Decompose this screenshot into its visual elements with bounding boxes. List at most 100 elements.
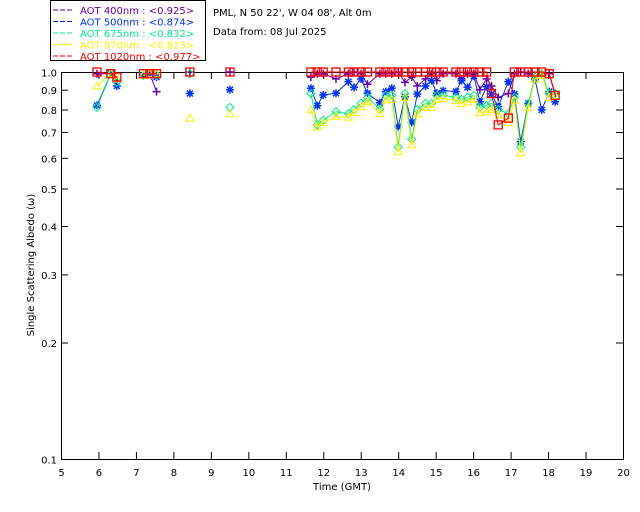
asterisk-marker — [394, 122, 403, 131]
square-marker — [306, 67, 316, 77]
square-marker — [225, 67, 235, 77]
square-marker — [451, 67, 461, 77]
square-marker — [456, 67, 467, 77]
triangle-marker — [486, 104, 497, 114]
triangle-marker — [185, 113, 195, 122]
triangle-marker — [374, 108, 385, 117]
square-marker — [523, 67, 533, 77]
square-marker — [151, 69, 162, 79]
asterisk-marker — [551, 97, 560, 106]
plus-marker — [407, 73, 416, 82]
triangle-marker — [349, 107, 359, 117]
asterisk-marker — [510, 90, 519, 99]
triangle-marker — [515, 147, 526, 157]
asterisk-marker — [306, 84, 315, 93]
x-tick-label: 12 — [317, 468, 330, 479]
x-tick-label: 10 — [242, 468, 255, 479]
y-tick-label: 0.2 — [41, 339, 57, 350]
diamond-marker — [481, 100, 492, 111]
triangle-marker — [509, 95, 520, 104]
square-marker — [375, 67, 385, 77]
asterisk-marker — [421, 82, 430, 91]
title-line-2: Data from: 08 Jul 2025 — [213, 27, 326, 38]
series-1 — [92, 69, 560, 146]
square-marker — [381, 67, 391, 77]
square-marker — [462, 67, 473, 77]
x-tick-label: 14 — [392, 468, 405, 479]
y-tick-label: 0.6 — [41, 154, 57, 165]
diamond-marker — [356, 98, 366, 109]
asterisk-marker — [375, 98, 384, 107]
square-marker — [349, 67, 359, 77]
diamond-marker — [438, 90, 448, 101]
asterisk-marker — [427, 76, 436, 85]
x-tick-label: 8 — [171, 468, 177, 479]
square-marker — [420, 67, 431, 77]
asterisk-marker — [332, 89, 341, 98]
x-tick-label: 9 — [208, 468, 214, 479]
triangle-marker — [331, 111, 341, 121]
asterisk-marker — [457, 76, 466, 85]
asterisk-marker — [516, 137, 525, 146]
plus-marker — [413, 82, 422, 91]
diamond-marker — [306, 88, 316, 99]
asterisk-marker — [482, 82, 491, 91]
asterisk-marker — [432, 89, 441, 98]
triangle-marker — [380, 94, 391, 104]
triangle-marker — [431, 94, 442, 103]
triangle-marker — [318, 117, 329, 127]
triangle-marker — [362, 96, 373, 106]
square-marker — [432, 67, 442, 77]
diamond-marker — [331, 106, 341, 117]
legend-label: AOT 500nm : <0.874> — [80, 18, 194, 29]
square-marker — [426, 67, 437, 77]
y-tick-label: 1.0 — [41, 69, 57, 80]
axes: 5 6 7 8 9 10 11 12 13 14 15 16 17 18 19 20 1.0 0.9 0.8 0.7 0… — [41, 69, 630, 480]
y-tick-label: 0.3 — [41, 271, 57, 282]
x-tick-label: 5 — [58, 468, 64, 479]
triangle-marker — [111, 73, 122, 83]
triangle-marker — [393, 146, 404, 156]
square-marker — [469, 67, 479, 77]
triangle-marker — [92, 81, 102, 90]
asterisk-marker — [407, 118, 416, 127]
asterisk-marker — [463, 83, 472, 92]
triangle-marker — [523, 102, 534, 111]
plus-marker — [306, 73, 315, 82]
x-tick-label: 11 — [280, 468, 293, 479]
triangle-marker — [312, 121, 323, 131]
triangle-marker — [343, 112, 354, 121]
diamond-marker — [92, 102, 102, 113]
square-marker — [438, 67, 448, 77]
x-tick-label: 18 — [542, 468, 555, 479]
asterisk-marker — [225, 85, 234, 94]
square-marker — [503, 113, 514, 123]
asterisk-marker — [475, 97, 484, 106]
plot-frame — [61, 72, 624, 460]
legend-label: AOT 1020nm : <0.977> — [80, 52, 200, 63]
triangle-marker — [462, 96, 473, 106]
square-marker — [400, 67, 410, 77]
asterisk-marker — [537, 105, 546, 114]
y-tick-label: 0.9 — [41, 86, 57, 97]
square-marker — [407, 67, 417, 77]
asterisk-marker — [545, 87, 554, 96]
diamond-marker — [349, 104, 359, 115]
asterisk-marker — [185, 89, 194, 98]
asterisk-marker — [413, 90, 422, 99]
square-marker — [312, 67, 322, 77]
plus-marker — [225, 68, 234, 76]
triangle-marker — [438, 93, 449, 102]
diamond-marker — [185, 68, 195, 79]
diamond-marker — [486, 98, 497, 109]
triangle-marker — [225, 108, 235, 118]
legend-label: AOT 870nm : <0.823> — [80, 41, 194, 52]
square-marker — [509, 67, 519, 77]
legend-label: AOT 675nm : <0.832> — [80, 29, 194, 40]
triangle-marker — [530, 73, 540, 83]
triangle-marker — [406, 139, 417, 149]
square-marker — [112, 72, 122, 82]
x-tick-label: 19 — [580, 468, 593, 479]
square-marker — [481, 67, 492, 77]
y-axis-label: Single Scattering Albedo (ω) — [26, 194, 37, 337]
